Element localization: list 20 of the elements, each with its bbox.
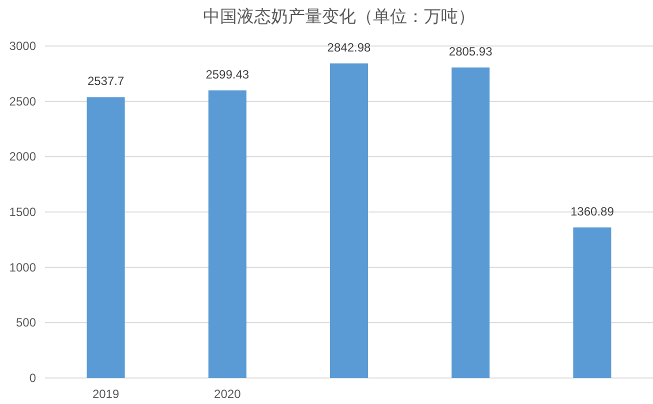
bar bbox=[208, 90, 246, 378]
data-label: 2537.7 bbox=[87, 74, 124, 88]
y-tick-label: 2000 bbox=[9, 150, 36, 164]
y-tick-label: 1000 bbox=[9, 260, 36, 274]
x-tick-label: 2019 bbox=[92, 387, 120, 401]
chart-title: 中国液态奶产量变化（单位：万吨） bbox=[203, 7, 475, 26]
y-tick-label: 1500 bbox=[9, 205, 36, 219]
data-label: 2805.93 bbox=[448, 44, 493, 58]
y-tick-label: 2500 bbox=[9, 94, 36, 108]
y-tick-label: 0 bbox=[29, 371, 36, 385]
bar bbox=[86, 97, 125, 378]
data-label: 2599.43 bbox=[206, 67, 250, 82]
y-tick-label: 3000 bbox=[9, 39, 36, 53]
y-tick-label: 500 bbox=[16, 316, 36, 330]
data-label: 2842.98 bbox=[327, 40, 372, 54]
x-tick-label: 2020 bbox=[214, 387, 242, 401]
bar bbox=[573, 227, 612, 378]
data-label: 1360.89 bbox=[570, 204, 614, 218]
bar bbox=[452, 67, 490, 378]
bar bbox=[330, 63, 368, 378]
